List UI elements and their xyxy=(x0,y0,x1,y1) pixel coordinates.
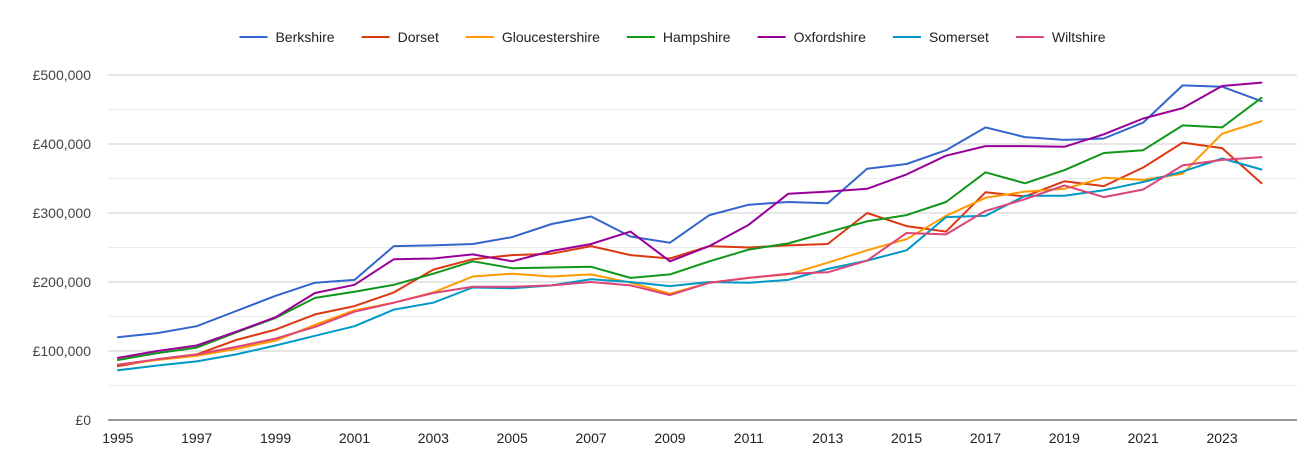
series-line-wiltshire xyxy=(116,156,1263,366)
y-tick-label: £300,000 xyxy=(33,205,92,221)
legend-item-berkshire[interactable]: Berkshire xyxy=(239,29,335,45)
x-tick-label: 2011 xyxy=(734,430,764,446)
y-tick-label: £500,000 xyxy=(33,67,92,83)
x-tick-label: 2019 xyxy=(1049,430,1080,446)
legend-label: Berkshire xyxy=(275,29,334,45)
legend-label: Hampshire xyxy=(663,29,731,45)
series-line-dorset xyxy=(116,141,1263,368)
y-axis-ticks: £0 £100,000 £200,000 £300,000 £400,000 £500,0… xyxy=(33,67,92,428)
legend-item-somerset[interactable]: Somerset xyxy=(892,29,989,45)
legend-label: Gloucestershire xyxy=(502,29,600,45)
legend-item-dorset[interactable]: Dorset xyxy=(361,29,439,45)
legend-item-gloucestershire[interactable]: Gloucestershire xyxy=(465,29,600,45)
legend-label: Somerset xyxy=(929,29,989,45)
legend-label: Dorset xyxy=(398,29,439,45)
y-tick-label: £400,000 xyxy=(33,136,92,152)
legend-label: Wiltshire xyxy=(1052,29,1106,45)
legend[interactable]: Berkshire Dorset Gloucestershire Hampshire O… xyxy=(239,29,1106,45)
x-tick-label: 2021 xyxy=(1128,430,1159,446)
series-line-hampshire xyxy=(116,96,1263,361)
x-tick-label: 2013 xyxy=(812,430,843,446)
x-tick-label: 2003 xyxy=(418,430,449,446)
legend-item-oxfordshire[interactable]: Oxfordshire xyxy=(757,29,867,45)
legend-item-hampshire[interactable]: Hampshire xyxy=(626,29,731,45)
x-tick-label: 1997 xyxy=(181,430,212,446)
series-lines xyxy=(116,81,1263,372)
series-line-gloucestershire xyxy=(116,120,1263,366)
x-tick-label: 2009 xyxy=(654,430,685,446)
x-tick-label: 2005 xyxy=(497,430,528,446)
series-line-oxfordshire xyxy=(116,81,1263,359)
y-tick-label: £200,000 xyxy=(33,274,92,290)
x-tick-label: 1995 xyxy=(102,430,133,446)
x-tick-label: 2015 xyxy=(891,430,922,446)
x-tick-label: 1999 xyxy=(260,430,291,446)
series-line-berkshire xyxy=(116,84,1263,339)
y-tick-label: £100,000 xyxy=(33,343,92,359)
x-axis-ticks: 1995 1997 1999 2001 2003 2005 2007 2009 2011 2013… xyxy=(102,430,1238,446)
legend-label: Oxfordshire xyxy=(794,29,867,45)
legend-item-wiltshire[interactable]: Wiltshire xyxy=(1015,29,1106,45)
x-tick-label: 2001 xyxy=(339,430,370,446)
x-tick-label: 2007 xyxy=(576,430,607,446)
y-tick-label: £0 xyxy=(75,412,91,428)
x-tick-label: 2023 xyxy=(1206,430,1237,446)
series-line-somerset xyxy=(116,157,1263,372)
x-tick-label: 2017 xyxy=(970,430,1001,446)
